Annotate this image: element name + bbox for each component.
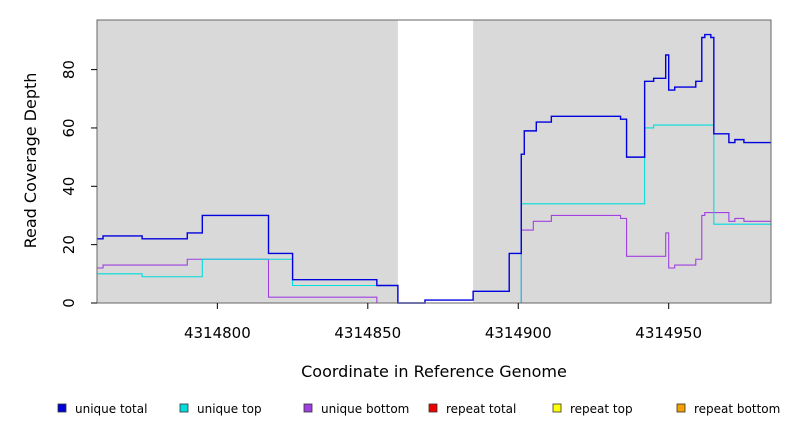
legend-label: repeat bottom <box>694 402 780 416</box>
y-tick-label: 80 <box>60 60 78 79</box>
shaded-region-2 <box>473 20 771 303</box>
y-tick-label: 60 <box>60 118 78 137</box>
y-axis: 0 20 40 60 80 <box>60 60 97 308</box>
y-tick-label: 0 <box>60 298 78 308</box>
x-axis: 4314800 4314850 4314900 4314950 <box>184 303 702 342</box>
legend-item-unique-top: unique top <box>179 402 262 416</box>
legend: unique total unique top unique bottom repea… <box>57 402 780 416</box>
legend-label: unique top <box>197 402 262 416</box>
plot-background <box>97 20 771 303</box>
legend-label: unique bottom <box>321 402 409 416</box>
legend-item-repeat-bottom: repeat bottom <box>676 402 780 416</box>
legend-item-unique-bottom: unique bottom <box>303 402 409 416</box>
shaded-region-1 <box>97 20 398 303</box>
y-tick-label: 20 <box>60 235 78 254</box>
legend-swatch <box>179 403 189 413</box>
x-tick-label: 4314950 <box>635 324 702 342</box>
x-tick-label: 4314850 <box>334 324 401 342</box>
x-tick-label: 4314800 <box>184 324 251 342</box>
series-line-unique-bottom <box>97 212 771 304</box>
plot-frame <box>96 19 772 304</box>
y-axis-label: Read Coverage Depth <box>21 73 40 249</box>
x-axis-label: Coordinate in Reference Genome <box>301 362 567 381</box>
legend-item-repeat-top: repeat top <box>552 402 633 416</box>
legend-swatch <box>57 403 67 413</box>
legend-swatch <box>303 403 313 413</box>
series-line-unique-total <box>97 33 771 304</box>
legend-swatch <box>552 403 562 413</box>
legend-item-unique-total: unique total <box>57 402 147 416</box>
legend-label: repeat top <box>570 402 633 416</box>
legend-label: repeat total <box>446 402 516 416</box>
legend-item-repeat-total: repeat total <box>428 402 516 416</box>
x-tick-label: 4314900 <box>485 324 552 342</box>
legend-label: unique total <box>75 402 147 416</box>
legend-swatch <box>676 403 686 413</box>
legend-swatch <box>428 403 438 413</box>
y-tick-label: 40 <box>60 177 78 196</box>
